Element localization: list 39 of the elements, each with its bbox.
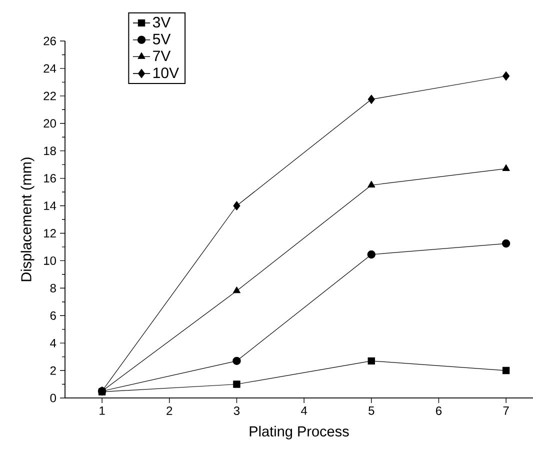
- y-tick-label: 16: [44, 174, 56, 183]
- x-tick-label: 4: [301, 406, 308, 415]
- y-tick-label: 4: [50, 338, 56, 348]
- point: [233, 380, 240, 388]
- point: [368, 94, 375, 104]
- y-tick-label: 14: [44, 202, 56, 210]
- point: [368, 357, 375, 365]
- point: [368, 180, 376, 188]
- point: [232, 286, 240, 294]
- y-tick-label: 6: [50, 311, 56, 320]
- point: [502, 239, 510, 248]
- x-tick-label: 1: [100, 406, 105, 415]
- y-tick-label: 2: [50, 366, 56, 375]
- point: [502, 164, 510, 171]
- x-tick-label: 7: [503, 406, 509, 415]
- point: [233, 201, 240, 210]
- legend-label: 3V: [152, 16, 171, 28]
- x-tick-label: 3: [234, 406, 240, 416]
- x-tick-label: 2: [166, 406, 172, 415]
- y-tick-label: 26: [44, 36, 56, 46]
- x-tick-label: 5: [368, 406, 374, 415]
- y-tick-label: 22: [44, 92, 56, 100]
- legend-label: 5V: [152, 34, 171, 44]
- y-tick-label: 24: [44, 64, 56, 73]
- y-tick-label: 18: [44, 146, 56, 156]
- x-axis-title: Plating Process: [250, 426, 349, 440]
- x-tick-label: 6: [436, 406, 442, 416]
- y-tick-label: 20: [44, 119, 56, 128]
- point: [232, 356, 241, 366]
- y-tick-label: 8: [50, 284, 56, 292]
- y-axis-title: Displacement (mm): [20, 158, 34, 282]
- y-tick-label: 12: [44, 229, 56, 238]
- y-tick-label: 10: [44, 256, 56, 265]
- point: [502, 366, 510, 374]
- y-tick-label: 0: [50, 394, 56, 402]
- legend-label: 10V: [154, 68, 179, 78]
- point: [367, 250, 376, 259]
- legend-label: 7V: [153, 50, 171, 62]
- point: [502, 71, 510, 81]
